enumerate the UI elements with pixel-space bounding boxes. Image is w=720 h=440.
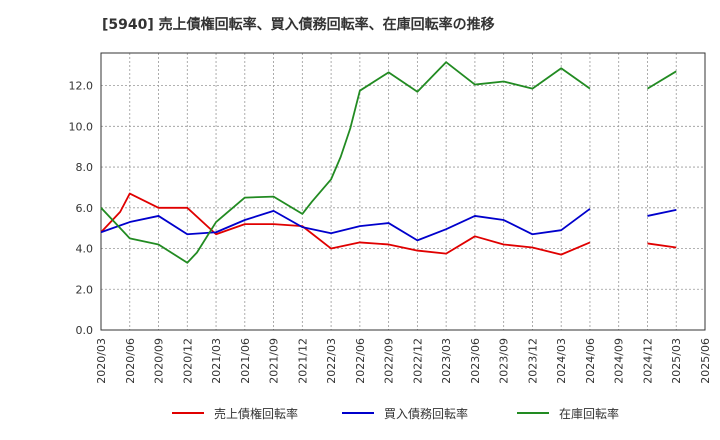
x-tick-label: 2024/09 xyxy=(613,338,626,384)
series-line-1 xyxy=(647,242,677,249)
plot-area-border xyxy=(100,52,706,331)
y-tick-label: 4.0 xyxy=(76,243,94,256)
x-tick-label: 2024/03 xyxy=(555,338,568,384)
x-tick-label: 2022/09 xyxy=(383,338,396,384)
x-tick-label: 2021/03 xyxy=(210,338,223,384)
x-tick-label: 2025/03 xyxy=(670,338,683,384)
x-tick-label: 2022/03 xyxy=(325,338,338,384)
legend-label-1: 売上債権回転率 xyxy=(214,406,298,421)
x-tick-label: 2021/09 xyxy=(268,338,281,384)
y-tick-label: 6.0 xyxy=(76,202,94,215)
series-line-1 xyxy=(100,192,591,256)
legend-label-3: 在庫回転率 xyxy=(559,406,619,421)
series-line-2 xyxy=(100,208,591,242)
x-tick-label: 2020/09 xyxy=(153,338,166,384)
x-tick-label: 2021/06 xyxy=(239,338,252,384)
y-tick-label: 0.0 xyxy=(76,324,94,337)
legend-label-2: 買入債務回転率 xyxy=(384,406,468,421)
x-tick-label: 2024/12 xyxy=(641,338,654,384)
y-tick-label: 12.0 xyxy=(69,80,94,93)
x-tick-label: 2023/12 xyxy=(526,338,539,384)
x-tick-label: 2021/12 xyxy=(296,338,309,384)
y-tick-label: 8.0 xyxy=(76,161,94,174)
y-tick-label: 2.0 xyxy=(76,283,94,296)
series-line-2 xyxy=(647,208,677,217)
x-tick-label: 2024/06 xyxy=(584,338,597,384)
x-tick-label: 2022/12 xyxy=(411,338,424,384)
x-tick-label: 2023/03 xyxy=(440,338,453,384)
series-line-3 xyxy=(100,61,591,264)
chart-title: [5940] 売上債権回転率、買入債務回転率、在庫回転率の推移 xyxy=(102,17,495,33)
y-tick-label: 10.0 xyxy=(69,120,94,133)
x-tick-label: 2020/06 xyxy=(124,338,137,384)
x-tick-label: 2020/03 xyxy=(95,338,108,384)
x-tick-label: 2022/06 xyxy=(354,338,367,384)
x-tick-label: 2023/09 xyxy=(498,338,511,384)
x-tick-label: 2020/12 xyxy=(181,338,194,384)
x-tick-label: 2025/06 xyxy=(699,338,712,384)
series-line-3 xyxy=(647,70,677,90)
x-tick-label: 2023/06 xyxy=(469,338,482,384)
